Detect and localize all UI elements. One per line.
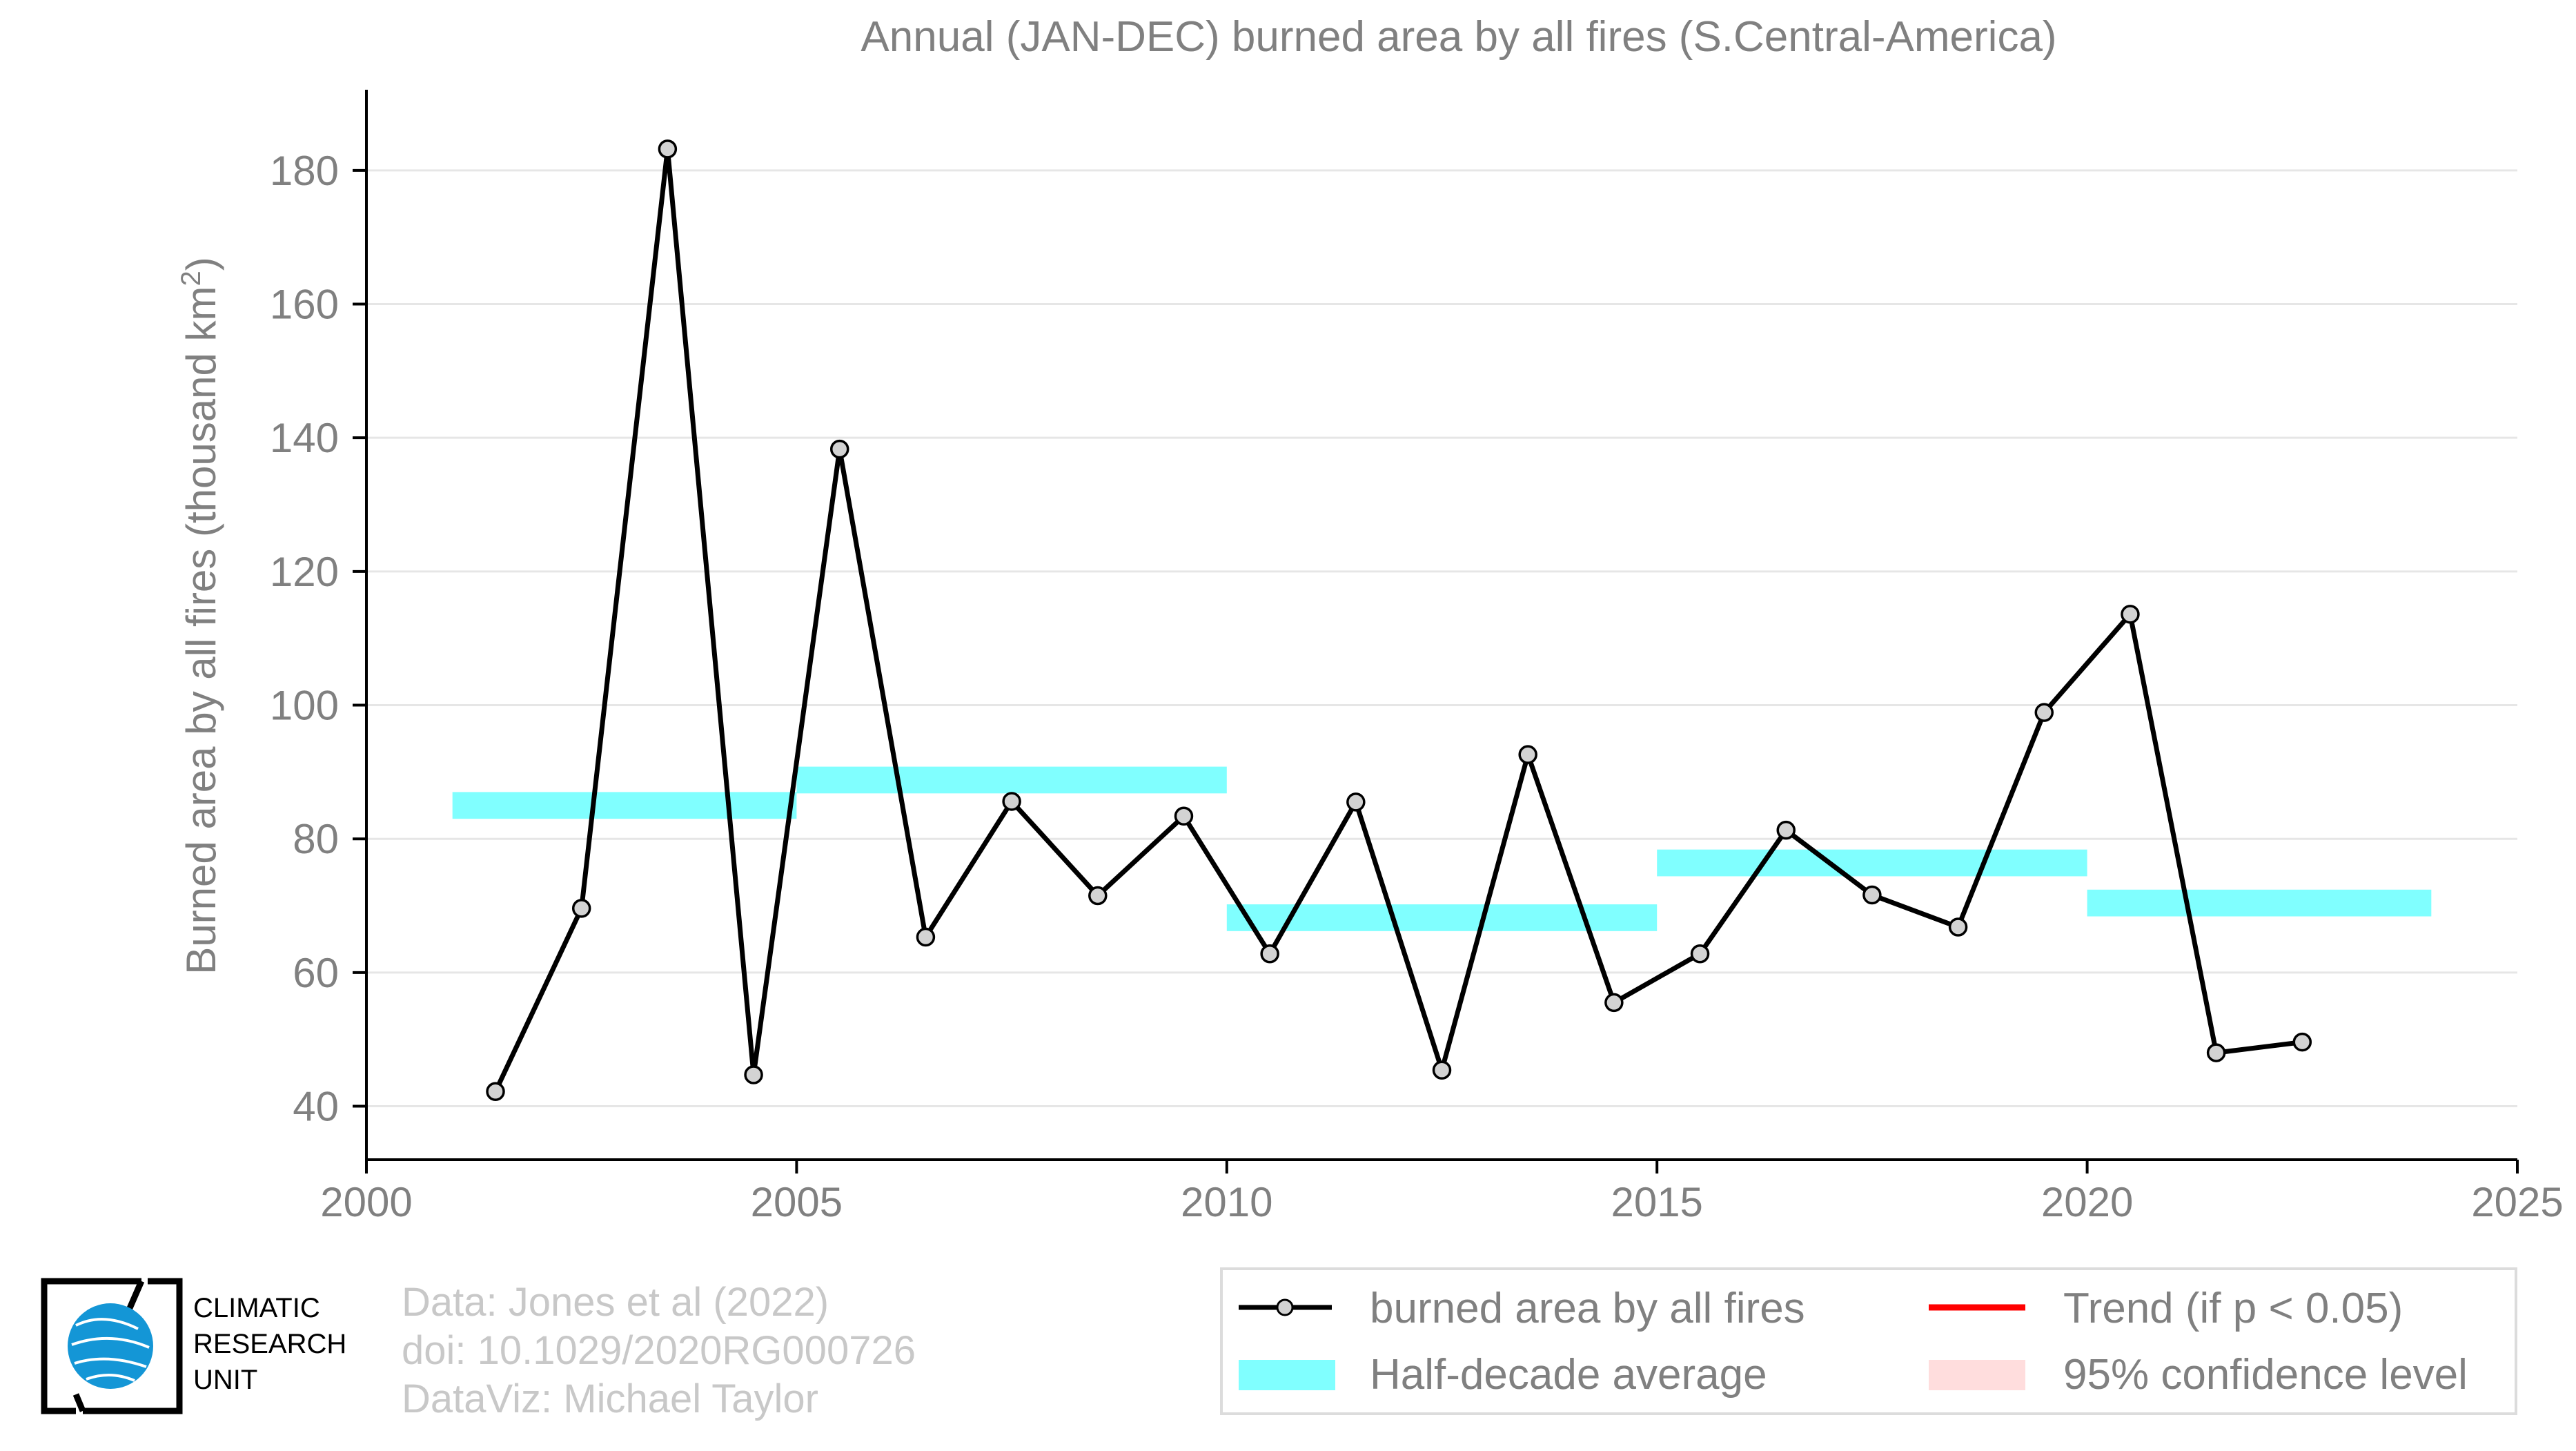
credit-data: Data: Jones et al (2022) xyxy=(402,1280,829,1325)
y-axis-label-superscript: 2 xyxy=(176,271,206,286)
data-point-2017.5 xyxy=(1862,885,1882,905)
legend-marker-icon xyxy=(1276,1298,1294,1316)
half-decade-average-bars xyxy=(452,766,2432,931)
credit-dataviz: DataViz: Michael Taylor xyxy=(402,1376,818,1421)
data-point-2011.5 xyxy=(1346,792,1366,812)
series-line-path xyxy=(493,146,2303,1093)
data-point-2006.5 xyxy=(916,927,936,947)
half-decade-bar-0 xyxy=(452,792,797,819)
data-point-2022.5 xyxy=(2292,1032,2312,1052)
data-point-2021.5 xyxy=(2206,1043,2226,1062)
logo-bracket-slash xyxy=(72,1280,145,1412)
y-axis: 40 60 80 100 120 140 160 180 xyxy=(270,90,368,1160)
data-point-2003.5 xyxy=(658,139,678,159)
gridlines xyxy=(366,169,2517,1108)
y-tick-label-140: 140 xyxy=(270,415,339,461)
data-point-2020.5 xyxy=(2121,605,2140,624)
logo-bracket-left xyxy=(41,1278,141,1414)
x-tick-label-2010: 2010 xyxy=(1181,1179,1272,1225)
y-tick-label-120: 120 xyxy=(270,549,339,595)
data-point-2009.5 xyxy=(1174,806,1194,826)
half-decade-bar-1 xyxy=(796,766,1227,794)
legend-label-confidence: 95% confidence level xyxy=(2063,1351,2468,1399)
credit-doi: doi: 10.1029/2020RG000726 xyxy=(402,1328,916,1373)
data-point-2010.5 xyxy=(1260,944,1279,964)
burned-area-series xyxy=(486,139,2312,1101)
y-tick-label-160: 160 xyxy=(270,282,339,328)
data-point-2012.5 xyxy=(1432,1060,1452,1080)
data-point-2016.5 xyxy=(1776,820,1796,840)
logo-bracket-right xyxy=(83,1278,183,1414)
data-point-2008.5 xyxy=(1088,886,1108,906)
logo-text-research: RESEARCH xyxy=(193,1329,346,1359)
cru-logo: CLIMATIC RESEARCH UNIT xyxy=(41,1278,346,1414)
data-point-2019.5 xyxy=(2034,703,2054,722)
y-axis-label: Burned area by all fires (thousand km2) xyxy=(176,257,224,974)
logo-text-unit: UNIT xyxy=(193,1365,257,1395)
data-point-2001.5 xyxy=(486,1082,505,1101)
y-tick-label-60: 60 xyxy=(293,950,339,996)
data-point-2004.5 xyxy=(744,1065,763,1084)
y-tick-label-180: 180 xyxy=(270,148,339,194)
data-point-2002.5 xyxy=(571,899,591,918)
y-tick-label-80: 80 xyxy=(293,816,339,862)
legend: burned area by all fires Trend (if p < 0… xyxy=(1220,1267,2517,1415)
y-tick-label-100: 100 xyxy=(270,683,339,729)
chart-title: Annual (JAN-DEC) burned area by all fire… xyxy=(861,13,2056,61)
x-tick-label-2015: 2015 xyxy=(1611,1179,1702,1225)
data-point-2015.5 xyxy=(1690,944,1710,964)
y-tick-label-40: 40 xyxy=(293,1084,339,1130)
half-decade-bar-4 xyxy=(2087,889,2432,917)
y-axis-label-close: ) xyxy=(178,257,224,271)
legend-half-decade-patch-icon xyxy=(1239,1360,1335,1390)
legend-label-series: burned area by all fires xyxy=(1370,1285,1805,1332)
x-axis: 2000 2005 2010 2015 2020 2025 xyxy=(320,1158,2564,1225)
globe-lines xyxy=(71,1318,150,1382)
data-point-2014.5 xyxy=(1604,993,1624,1013)
data-point-2005.5 xyxy=(829,439,849,459)
legend-confidence-patch-icon xyxy=(1929,1360,2025,1390)
legend-label-trend: Trend (if p < 0.05) xyxy=(2063,1285,2403,1332)
x-tick-label-2005: 2005 xyxy=(751,1179,843,1225)
logo-text-climatic: CLIMATIC xyxy=(193,1293,320,1323)
x-tick-label-2020: 2020 xyxy=(2041,1179,2133,1225)
y-axis-label-main: Burned area by all fires (thousand km xyxy=(178,286,224,975)
half-decade-bar-3 xyxy=(1657,849,2087,877)
data-point-2018.5 xyxy=(1948,917,1968,937)
x-tick-label-2000: 2000 xyxy=(320,1179,412,1225)
x-tick-label-2025: 2025 xyxy=(2471,1179,2563,1225)
legend-label-half-decade: Half-decade average xyxy=(1370,1351,1767,1399)
data-point-2007.5 xyxy=(1002,792,1021,811)
data-point-2013.5 xyxy=(1518,745,1537,764)
legend-frame xyxy=(1220,1267,2517,1415)
